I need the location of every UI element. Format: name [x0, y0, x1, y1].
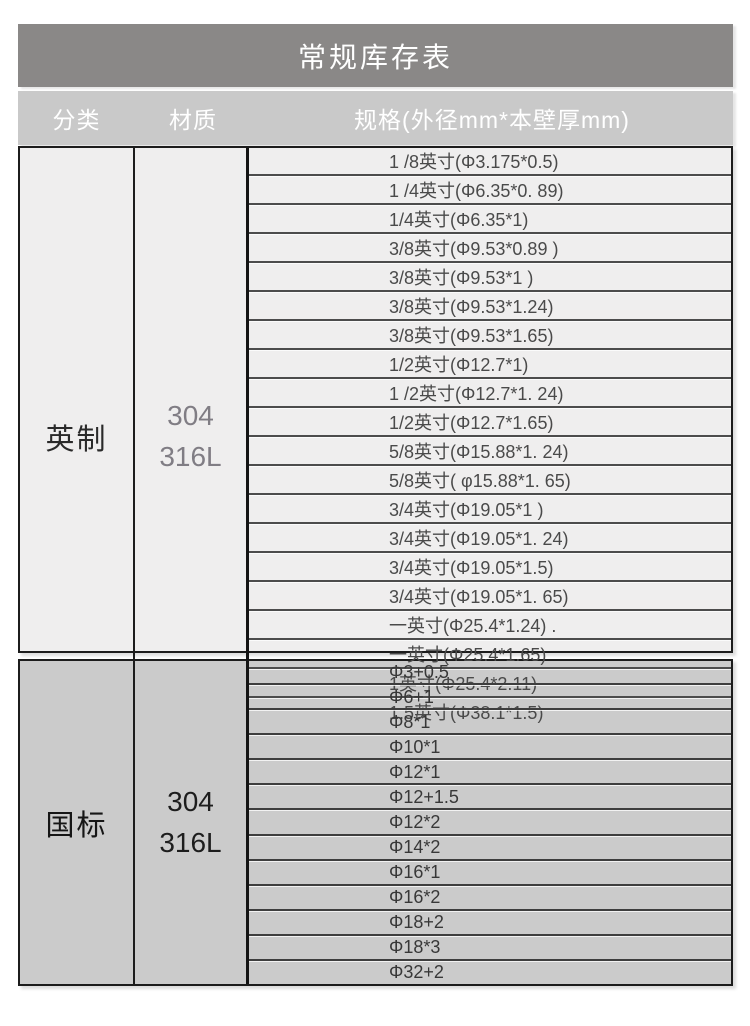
section-imperial: 英制 304 316L 1 /8英寸(Φ3.175*0.5) 1 /4英寸(Φ6.35*… — [18, 146, 733, 725]
spec-row: 5/8英寸(Φ15.88*1. 24) — [249, 437, 731, 466]
spec-row: Φ16*2 — [249, 885, 731, 911]
spec-row: 3/4英寸(Φ19.05*1.5) — [249, 553, 731, 582]
spec-row: 3/4英寸(Φ19.05*1 ) — [249, 495, 731, 524]
spec-row: Φ8*1 — [249, 710, 731, 736]
spec-row: Φ14*2 — [249, 835, 731, 861]
category-cell: 国标 — [20, 661, 135, 984]
material-line: 316L — [159, 440, 222, 472]
section-national: 国标 304 316L Φ3+0.5 Φ6+1 Φ8*1 Φ10*1 Φ12*1 Φ12+1.5… — [18, 659, 733, 986]
spec-row: 5/8英寸( φ15.88*1. 65) — [249, 466, 731, 495]
column-header-row: 分类 材质 规格(外径mm*本壁厚mm) — [18, 91, 733, 145]
spec-row: Φ3+0.5 — [249, 661, 731, 686]
spec-row: Φ10*1 — [249, 735, 731, 761]
material-cell: 304 316L — [135, 148, 249, 725]
header-category: 分类 — [52, 107, 101, 133]
spec-row: Φ16*1 — [249, 860, 731, 886]
spec-row: 3/8英寸(Φ9.53*1 ) — [249, 263, 731, 292]
spec-column: 1 /8英寸(Φ3.175*0.5) 1 /4英寸(Φ6.35*0. 89) 1/4… — [249, 148, 731, 725]
spec-row: 1.5英寸(Φ38.1*1.5) — [249, 698, 731, 725]
spec-row: 一英寸(Φ25.4*1.65) — [249, 640, 731, 669]
spec-row: 1 /2英寸(Φ12.7*1. 24) — [249, 379, 731, 408]
spec-row: Φ12*1 — [249, 760, 731, 786]
spec-row: Φ6+1 — [249, 685, 731, 711]
spec-row: 3/8英寸(Φ9.53*1.24) — [249, 292, 731, 321]
header-spec: 规格(外径mm*本壁厚mm) — [354, 107, 630, 133]
category-cell: 英制 — [20, 148, 135, 725]
spec-row: 1/2英寸(Φ12.7*1.65) — [249, 408, 731, 437]
spec-row: 3/8英寸(Φ9.53*1.65) — [249, 321, 731, 350]
spec-row: 1/2英寸(Φ12.7*1) — [249, 350, 731, 379]
spec-row: 1 /8英寸(Φ3.175*0.5) — [249, 148, 731, 176]
material-line: 304 — [167, 785, 214, 817]
spec-row: 3/8英寸(Φ9.53*0.89 ) — [249, 234, 731, 263]
spec-row: 3/4英寸(Φ19.05*1. 65) — [249, 582, 731, 611]
spec-row: 1/4英寸(Φ6.35*1) — [249, 205, 731, 234]
spec-row: Φ18+2 — [249, 910, 731, 936]
spec-row: 1 /4英寸(Φ6.35*0. 89) — [249, 176, 731, 205]
spec-row: 3/4英寸(Φ19.05*1. 24) — [249, 524, 731, 553]
spec-row: 一英寸(Φ25.4*1.24) . — [249, 611, 731, 640]
table-title: 常规库存表 — [18, 24, 733, 87]
material-line: 316L — [159, 826, 222, 858]
spec-row: Φ12*2 — [249, 810, 731, 836]
material-cell: 304 316L — [135, 661, 249, 984]
inventory-table: 常规库存表 分类 材质 规格(外径mm*本壁厚mm) 英制 304 316L 1 /8… — [18, 24, 733, 986]
material-line: 304 — [167, 399, 214, 431]
table-body: 英制 304 316L 1 /8英寸(Φ3.175*0.5) 1 /4英寸(Φ6.35*… — [18, 146, 733, 986]
spec-row: Φ32+2 — [249, 960, 731, 984]
spec-row: Φ12+1.5 — [249, 785, 731, 811]
spec-column: Φ3+0.5 Φ6+1 Φ8*1 Φ10*1 Φ12*1 Φ12+1.5 Φ12*2 Φ14*… — [249, 661, 731, 984]
spec-row: Φ18*3 — [249, 935, 731, 961]
header-material: 材质 — [169, 107, 217, 133]
